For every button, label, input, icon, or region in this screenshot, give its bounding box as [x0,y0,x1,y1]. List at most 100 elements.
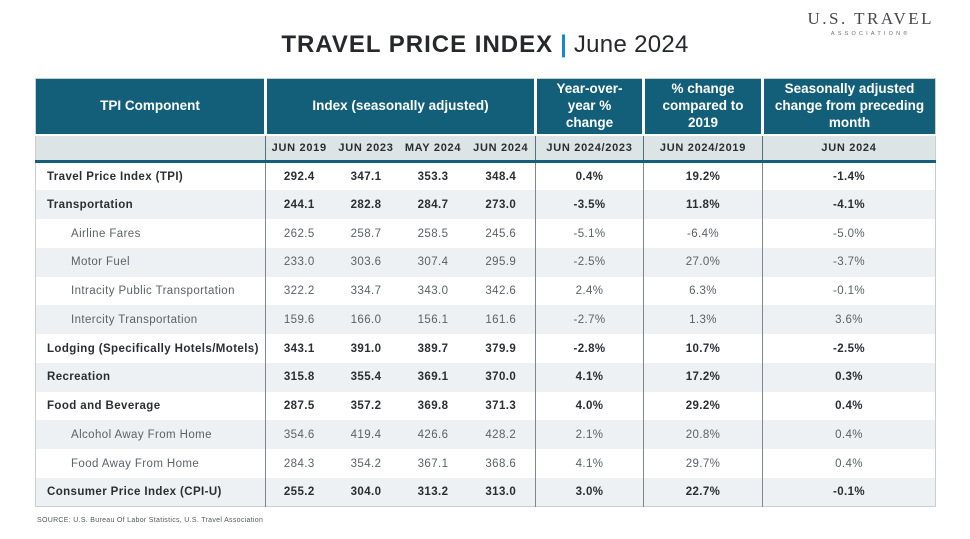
row-value: 295.9 [466,247,536,277]
row-value: 156.1 [399,305,467,335]
row-value: 0.4% [762,420,936,450]
row-value: 282.8 [332,190,400,220]
row-value: 4.0% [535,391,644,421]
row-value: 284.7 [399,190,467,220]
row-value: 159.6 [265,305,333,335]
row-label: Food Away From Home [35,449,266,478]
row-label: Transportation [35,190,266,220]
table-row: Food Away From Home 284.3 354.2 367.1 368.6 4… [35,449,936,478]
row-value: 307.4 [399,247,467,277]
row-value: 0.4% [762,391,936,421]
row-value: 369.1 [399,362,467,392]
row-label: Airline Fares [35,219,266,248]
row-value: 255.2 [265,477,333,507]
row-value: 357.2 [332,391,400,421]
row-value: 27.0% [643,247,763,277]
subheader-jun-2024-2023: JUN 2024/2023 [535,134,644,164]
row-value: 313.2 [399,477,467,507]
subheader-empty [35,134,266,164]
table-row: Food and Beverage 287.5 357.2 369.8 371.3 4.0… [35,391,936,421]
row-value: 368.6 [466,449,536,478]
table-row: Motor Fuel 233.0 303.6 307.4 295.9 -2.5% 27.0%… [35,247,936,277]
row-value: -1.4% [762,161,936,191]
page-title: TRAVEL PRICE INDEX | June 2024 [0,31,970,59]
row-value: 2.4% [535,276,644,306]
row-label: Intracity Public Transportation [35,276,266,306]
table-row: Recreation 315.8 355.4 369.1 370.0 4.1% 17.2% 0… [35,362,936,392]
table-row: Intercity Transportation 159.6 166.0 156.1 1… [35,305,936,335]
row-value: 0.3% [762,362,936,392]
logo-subname: ASSOCIATION® [807,31,934,37]
row-value: 166.0 [332,305,400,335]
row-value: 354.2 [332,449,400,478]
tpi-table: TPI Component Index (seasonally adjusted… [35,78,936,508]
row-label: Travel Price Index (TPI) [35,161,266,191]
subheader-jun-2019: JUN 2019 [265,134,333,164]
row-value: 370.0 [466,362,536,392]
row-value: 29.2% [643,391,763,421]
row-value: 347.1 [332,161,400,191]
row-value: -2.5% [762,334,936,363]
row-value: 348.4 [466,161,536,191]
row-value: 3.0% [535,477,644,507]
table-row: Alcohol Away From Home 354.6 419.4 426.6 428… [35,420,936,450]
row-label: Food and Beverage [35,391,266,421]
row-value: 245.6 [466,219,536,248]
row-value: 19.2% [643,161,763,191]
row-value: 428.2 [466,420,536,450]
header-yoy-change: Year-over-year % change [534,78,644,136]
row-value: 343.0 [399,276,467,306]
row-value: 287.5 [265,391,333,421]
row-value: 419.4 [332,420,400,450]
row-label: Lodging (Specifically Hotels/Motels) [35,334,266,363]
row-value: 342.6 [466,276,536,306]
title-main: TRAVEL PRICE INDEX [281,31,554,58]
table-row: Lodging (Specifically Hotels/Motels) 343.… [35,334,936,363]
row-value: 11.8% [643,190,763,220]
row-value: 17.2% [643,362,763,392]
row-value: 355.4 [332,362,400,392]
subheader-jun-2023: JUN 2023 [332,134,400,164]
table-header: TPI Component Index (seasonally adjusted… [35,78,936,164]
row-value: 10.7% [643,334,763,363]
row-value: -5.0% [762,219,936,248]
row-value: 0.4% [762,449,936,478]
row-value: 273.0 [466,190,536,220]
header-change-vs-2019: % change compared to 2019 [642,78,763,136]
row-value: -2.7% [535,305,644,335]
row-value: 2.1% [535,420,644,450]
row-value: 1.3% [643,305,763,335]
row-value: -6.4% [643,219,763,248]
row-value: -2.8% [535,334,644,363]
row-value: 367.1 [399,449,467,478]
row-label: Consumer Price Index (CPI-U) [35,477,266,507]
row-value: -0.1% [762,276,936,306]
source-note: SOURCE: U.S. Bureau Of Labor Statistics,… [37,517,264,524]
registered-mark: ® [903,31,911,37]
logo-subname-text: ASSOCIATION [830,31,904,37]
subheader-jun-2024: JUN 2024 [466,134,536,164]
row-value: 304.0 [332,477,400,507]
header-index-group: Index (seasonally adjusted) [264,78,536,136]
group-header-row: TPI Component Index (seasonally adjusted… [35,78,936,136]
row-value: 353.3 [399,161,467,191]
title-divider-bar: | [560,31,567,58]
row-value: 258.5 [399,219,467,248]
row-value: 389.7 [399,334,467,363]
row-value: 313.0 [466,477,536,507]
us-travel-association-logo: U.S. TRAVEL ASSOCIATION® [807,9,934,37]
header-seasonal-change: Seasonally adjusted change from precedin… [761,78,936,136]
row-value: 322.2 [265,276,333,306]
row-value: 3.6% [762,305,936,335]
subheader-jun-2024-mom: JUN 2024 [762,134,936,164]
row-value: 29.7% [643,449,763,478]
row-value: 4.1% [535,362,644,392]
row-value: 161.6 [466,305,536,335]
row-value: 22.7% [643,477,763,507]
row-label: Alcohol Away From Home [35,420,266,450]
table-row: Transportation 244.1 282.8 284.7 273.0 -3.5% 1… [35,190,936,220]
row-value: 233.0 [265,247,333,277]
row-value: 354.6 [265,420,333,450]
row-value: -4.1% [762,190,936,220]
row-value: 315.8 [265,362,333,392]
